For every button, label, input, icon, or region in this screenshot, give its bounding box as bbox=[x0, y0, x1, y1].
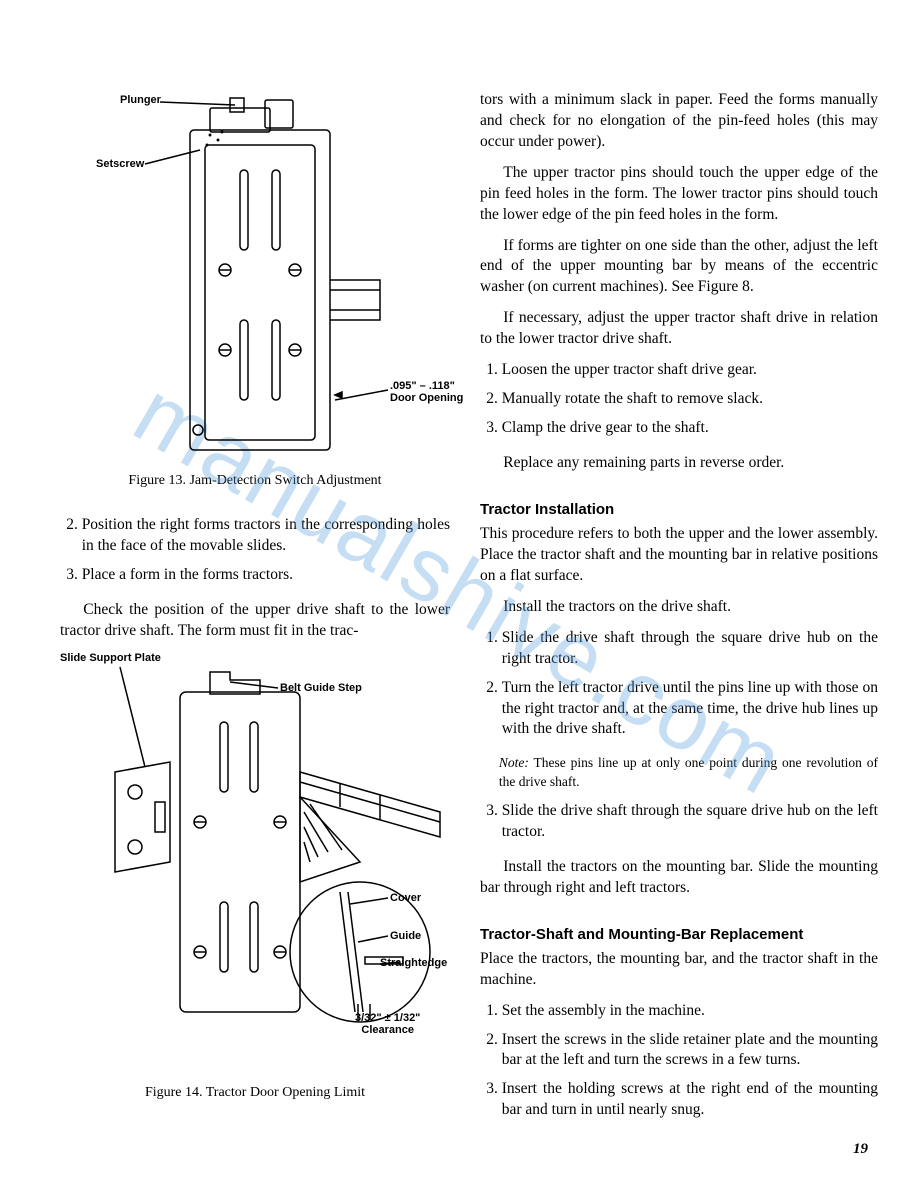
figure-13: Plunger Setscrew .095" – .118" Door Open… bbox=[60, 90, 450, 460]
install-steps-list-cont: Slide the drive shaft through the square… bbox=[480, 801, 878, 843]
figure-14: Slide Support Plate Belt Guide Step Cove… bbox=[60, 652, 450, 1072]
list-item: Place a form in the forms tractors. bbox=[82, 565, 450, 586]
note-label: Note: bbox=[499, 755, 529, 770]
replacement-steps-list: Set the assembly in the machine. Insert … bbox=[480, 1001, 878, 1122]
para: Replace any remaining parts in reverse o… bbox=[480, 453, 878, 474]
right-column: tors with a minimum slack in paper. Feed… bbox=[480, 90, 878, 1135]
callout-guide: Guide bbox=[390, 930, 421, 942]
install-note: Note: These pins line up at only one poi… bbox=[499, 754, 878, 790]
callout-clearance: 3/32" ± 1/32" Clearance bbox=[355, 1012, 420, 1036]
para: The upper tractor pins should touch the … bbox=[480, 163, 878, 226]
note-text: These pins line up at only one point dur… bbox=[499, 755, 878, 788]
list-item: Manually rotate the shaft to remove slac… bbox=[502, 389, 878, 410]
page-number: 19 bbox=[853, 1141, 868, 1158]
section-replacement-head: Tractor-Shaft and Mounting-Bar Replaceme… bbox=[480, 925, 878, 945]
callout-belt-guide: Belt Guide Step bbox=[280, 682, 362, 694]
figure-14-svg bbox=[60, 652, 450, 1072]
list-item: Clamp the drive gear to the shaft. bbox=[502, 418, 878, 439]
page-content: Plunger Setscrew .095" – .118" Door Open… bbox=[0, 0, 918, 1175]
para: Install the tractors on the drive shaft. bbox=[480, 597, 878, 618]
section-tractor-installation-head: Tractor Installation bbox=[480, 500, 878, 520]
list-item: Insert the holding screws at the right e… bbox=[502, 1079, 878, 1121]
para: This procedure refers to both the upper … bbox=[480, 524, 878, 587]
para: tors with a minimum slack in paper. Feed… bbox=[480, 90, 878, 153]
callout-cover: Cover bbox=[390, 892, 421, 904]
list-item: Set the assembly in the machine. bbox=[502, 1001, 878, 1022]
left-para-check: Check the position of the upper drive sh… bbox=[60, 600, 450, 642]
list-item: Slide the drive shaft through the square… bbox=[502, 801, 878, 843]
list-item: Slide the drive shaft through the square… bbox=[502, 628, 878, 670]
list-item: Loosen the upper tractor shaft drive gea… bbox=[502, 360, 878, 381]
para: If necessary, adjust the upper tractor s… bbox=[480, 308, 878, 350]
adjust-steps-list: Loosen the upper tractor shaft drive gea… bbox=[480, 360, 878, 439]
para: If forms are tighter on one side than th… bbox=[480, 236, 878, 299]
para: Install the tractors on the mounting bar… bbox=[480, 857, 878, 899]
left-steps-list: Position the right forms tractors in the… bbox=[60, 515, 450, 586]
left-column: Plunger Setscrew .095" – .118" Door Open… bbox=[60, 90, 450, 1135]
para: Place the tractors, the mounting bar, an… bbox=[480, 949, 878, 991]
figure-14-caption: Figure 14. Tractor Door Opening Limit bbox=[60, 1084, 450, 1103]
list-item: Insert the screws in the slide retainer … bbox=[502, 1030, 878, 1072]
list-item: Position the right forms tractors in the… bbox=[82, 515, 450, 557]
figure-13-svg bbox=[60, 90, 450, 460]
figure-13-caption: Figure 13. Jam-Detection Switch Adjustme… bbox=[60, 472, 450, 491]
callout-straightedge: Straightedge bbox=[380, 957, 447, 969]
callout-slide-support: Slide Support Plate bbox=[60, 652, 161, 664]
callout-door-opening: .095" – .118" Door Opening bbox=[390, 380, 463, 404]
callout-plunger: Plunger bbox=[120, 94, 161, 106]
list-item: Turn the left tractor drive until the pi… bbox=[502, 678, 878, 741]
install-steps-list: Slide the drive shaft through the square… bbox=[480, 628, 878, 741]
callout-setscrew: Setscrew bbox=[96, 158, 144, 170]
